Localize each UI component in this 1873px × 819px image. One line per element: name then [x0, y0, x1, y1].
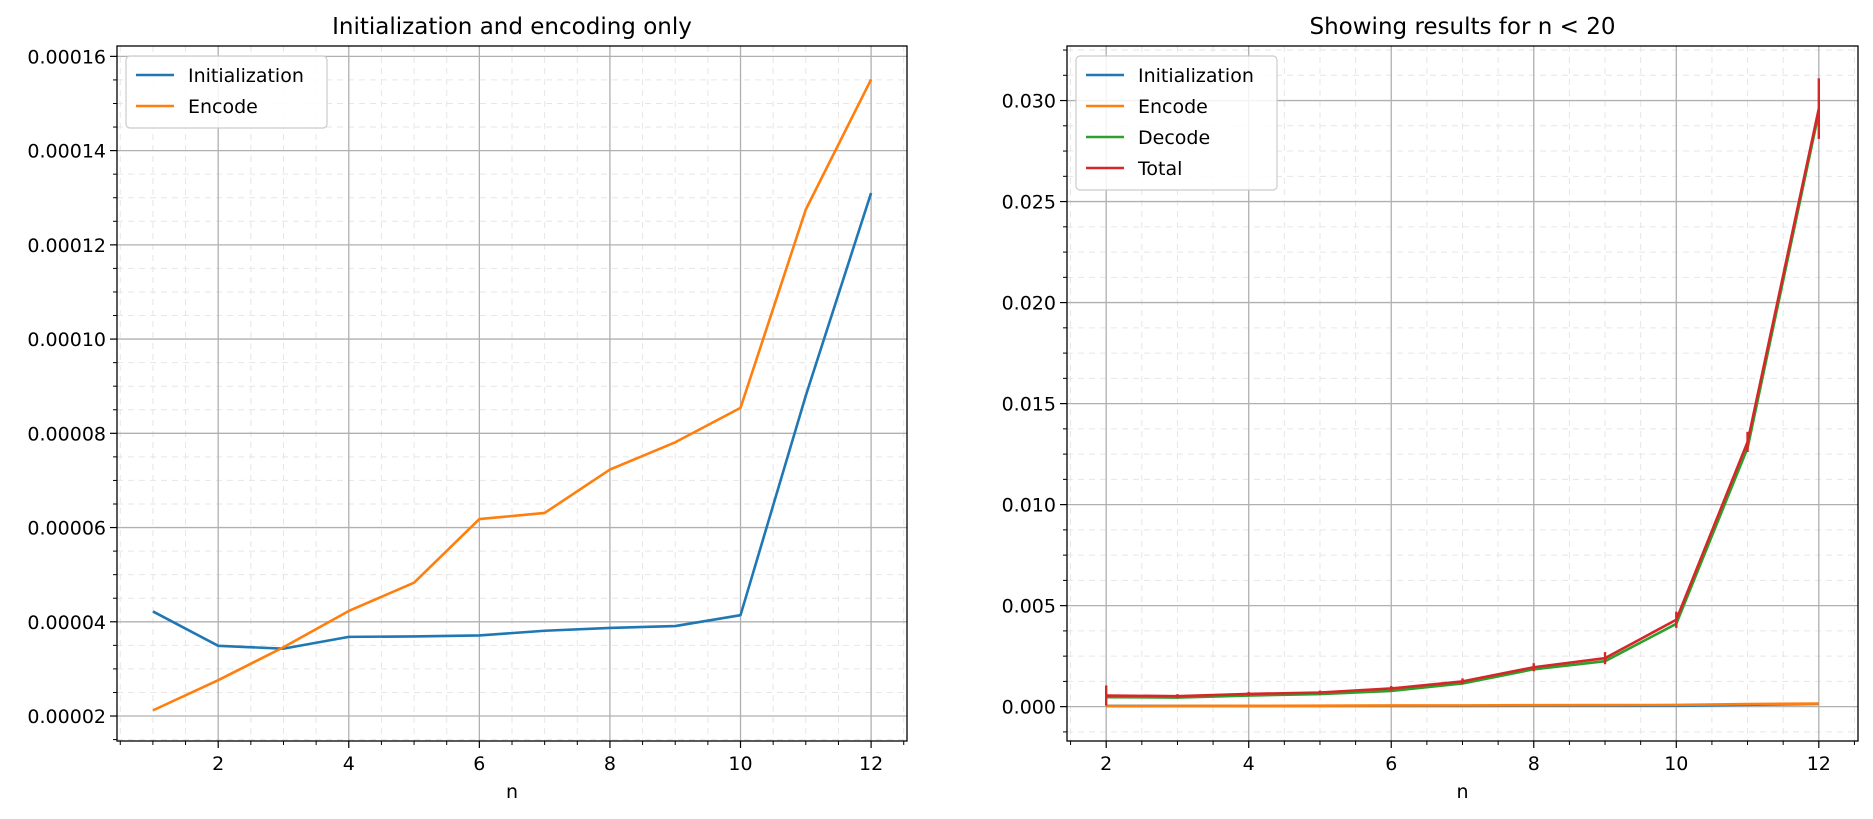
- y-tick-label: 0.00012: [27, 235, 106, 257]
- y-tick-label: 0.020: [1002, 293, 1056, 315]
- y-tick-label: 0.00008: [27, 423, 106, 445]
- series-line-encode: [152, 78, 873, 712]
- series-group: [152, 78, 873, 712]
- legend-box: [1075, 55, 1278, 191]
- series-group: [1104, 78, 1821, 708]
- x-tick-label: 4: [343, 753, 355, 775]
- legend-label: Decode: [1138, 127, 1210, 149]
- series-line-encode: [1106, 702, 1819, 708]
- legend-label: Encode: [1138, 96, 1208, 118]
- minor-grid: [117, 46, 907, 741]
- x-tick-label: 10: [1664, 753, 1688, 775]
- y-tick-label: 0.00014: [27, 141, 106, 163]
- y-tick-label: 0.00016: [27, 46, 106, 68]
- x-tick-label: 12: [1807, 753, 1831, 775]
- y-tick-label: 0.00002: [27, 706, 106, 728]
- legend-label: Initialization: [1138, 65, 1254, 87]
- legend-label: Initialization: [188, 65, 304, 87]
- major-grid: [117, 46, 907, 741]
- x-tick-label: 2: [212, 753, 224, 775]
- x-tick-label: 6: [1385, 753, 1397, 775]
- legend: Initialization Encode Decode Total: [1075, 55, 1278, 191]
- series-line-initialization: [152, 192, 873, 650]
- x-axis-label: n: [506, 781, 518, 803]
- legend-box: [125, 55, 328, 129]
- x-tick-label: 6: [473, 753, 485, 775]
- y-tick-label: 0.010: [1002, 495, 1056, 517]
- x-tick-label: 2: [1100, 753, 1112, 775]
- chart-title: Initialization and encoding only: [332, 14, 692, 40]
- x-axis: 2 4 6 8 10 12: [1070, 741, 1855, 775]
- x-tick-label: 12: [859, 753, 883, 775]
- y-tick-label: 0.005: [1002, 596, 1056, 618]
- x-axis: 2 4 6 8 10 12: [119, 741, 905, 775]
- y-axis: 0.00002 0.00004 0.00006 0.00008 0.00010 0.000…: [27, 46, 117, 741]
- y-tick-label: 0.00004: [27, 612, 106, 634]
- chart-title: Showing results for n < 20: [1310, 14, 1616, 40]
- y-tick-label: 0.00010: [27, 329, 106, 351]
- legend: Initialization Encode: [125, 55, 328, 129]
- y-tick-label: 0.000: [1002, 697, 1056, 719]
- x-axis-label: n: [1456, 781, 1468, 803]
- x-tick-label: 4: [1243, 753, 1255, 775]
- x-tick-label: 8: [604, 753, 616, 775]
- y-tick-label: 0.030: [1002, 91, 1056, 113]
- x-tick-label: 10: [728, 753, 752, 775]
- y-axis: 0.000 0.005 0.010 0.015 0.020 0.025 0.030: [1002, 49, 1067, 733]
- x-tick-label: 8: [1528, 753, 1540, 775]
- y-tick-label: 0.015: [1002, 394, 1056, 416]
- legend-label: Encode: [188, 96, 258, 118]
- y-tick-label: 0.00006: [27, 518, 106, 540]
- legend-label: Total: [1137, 158, 1182, 180]
- chart-panel-1: 2 4 6 8 10 120.000020.000040.000060.000080.00…: [27, 14, 908, 803]
- y-tick-label: 0.025: [1002, 192, 1056, 214]
- chart-panel-2: 2 4 6 8 10 120.0000.0050.0100.0150.0200.0250.…: [1002, 14, 1859, 803]
